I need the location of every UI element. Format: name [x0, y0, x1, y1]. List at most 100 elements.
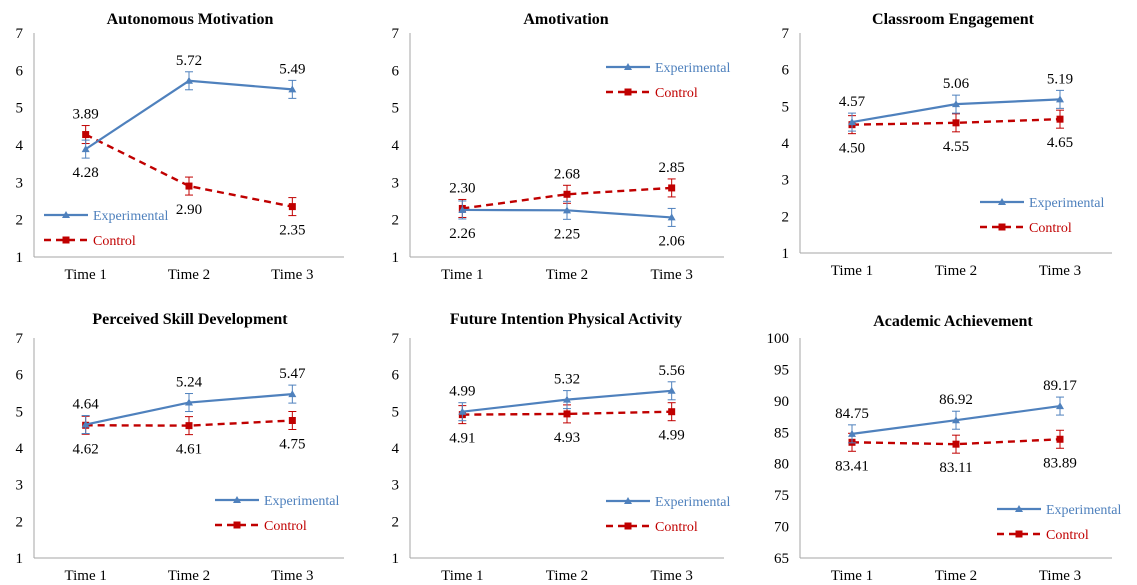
chart-panel: Autonomous Motivation 1 2 3 4 5 6 7 Time 1 Time 2… — [16, 11, 344, 283]
legend-experimental-marker — [998, 198, 1006, 205]
x-tick-label: Time 3 — [650, 568, 692, 584]
legend-experimental-marker — [624, 63, 632, 70]
x-tick-label: Time 3 — [1039, 263, 1081, 279]
chart-panel: Classroom Engagement 1 2 3 4 5 6 7 Time 1 Time 2 T… — [782, 11, 1112, 279]
y-tick-label: 5 — [392, 101, 400, 117]
data-label: 4.61 — [176, 442, 202, 458]
y-tick-label: 3 — [392, 478, 400, 494]
data-label: 83.89 — [1043, 455, 1077, 471]
experimental-point — [185, 76, 193, 84]
y-tick-label: 7 — [392, 26, 400, 42]
y-tick-label: 5 — [16, 101, 24, 117]
control-point — [563, 410, 571, 418]
chart-title: Autonomous Motivation — [107, 11, 274, 28]
data-label: 5.19 — [1047, 71, 1073, 87]
legend-experimental-label: Experimental — [93, 209, 169, 224]
x-tick-label: Time 1 — [831, 263, 873, 279]
experimental-point — [288, 85, 297, 93]
control-series-line — [851, 117, 1061, 126]
experimental-point — [952, 416, 960, 424]
control-point — [288, 417, 296, 424]
y-tick-label: 3 — [392, 175, 400, 191]
control-point — [668, 408, 676, 416]
control-point — [185, 422, 193, 430]
data-label: 4.57 — [839, 94, 866, 110]
data-label: 4.65 — [1047, 135, 1073, 151]
x-tick-label: Time 1 — [64, 267, 106, 283]
legend-control-label: Control — [1046, 528, 1089, 543]
y-tick-label: 1 — [16, 250, 24, 266]
experimental-point — [952, 100, 960, 108]
data-label: 2.26 — [449, 226, 476, 242]
legend-experimental-marker — [62, 211, 70, 218]
data-label: 5.47 — [279, 366, 306, 382]
legend-experimental-label: Experimental — [655, 495, 731, 510]
x-tick-label: Time 3 — [271, 568, 313, 584]
legend-control-label: Control — [264, 519, 307, 534]
chart-panel: Future Intention Physical Activity 1 2 3 4 5 6… — [392, 311, 731, 584]
data-label: 3.89 — [73, 107, 99, 123]
data-label: 2.35 — [279, 223, 305, 239]
y-tick-label: 2 — [16, 213, 24, 229]
control-point — [1056, 115, 1064, 123]
y-tick-label: 2 — [16, 514, 24, 530]
chart-panel: Perceived Skill Development 1 2 3 4 5 6 7 Time 1… — [16, 311, 344, 584]
experimental-point — [563, 395, 571, 403]
control-point — [668, 184, 676, 192]
data-label: 4.91 — [449, 431, 475, 447]
y-tick-label: 65 — [774, 551, 789, 567]
data-label: 2.68 — [554, 166, 580, 182]
data-label: 84.75 — [835, 406, 869, 422]
experimental-point — [667, 386, 676, 394]
y-tick-label: 4 — [782, 136, 790, 152]
experimental-point — [667, 213, 676, 221]
data-label: 4.75 — [279, 437, 305, 453]
legend-control-marker — [998, 223, 1006, 231]
data-label: 4.28 — [73, 165, 99, 181]
control-series-line — [85, 419, 293, 427]
y-tick-label: 6 — [392, 63, 400, 79]
experimental-point — [1056, 402, 1064, 410]
x-tick-label: Time 2 — [546, 267, 588, 283]
data-label: 83.11 — [939, 460, 972, 476]
data-label: 5.32 — [554, 372, 580, 388]
legend-experimental-marker — [233, 496, 241, 503]
y-tick-label: 4 — [392, 441, 400, 457]
y-tick-label: 4 — [392, 138, 400, 154]
control-series-line — [85, 133, 293, 208]
y-tick-label: 6 — [16, 368, 24, 384]
legend-experimental-label: Experimental — [264, 494, 340, 509]
data-label: 2.85 — [659, 160, 685, 176]
experimental-point — [848, 429, 856, 437]
x-tick-label: Time 3 — [1039, 568, 1081, 584]
y-tick-label: 1 — [16, 551, 24, 567]
y-tick-label: 5 — [782, 99, 790, 115]
chart-title: Academic Achievement — [873, 313, 1033, 330]
data-label: 4.64 — [73, 397, 100, 413]
control-point — [82, 131, 90, 139]
legend-control-label: Control — [655, 86, 698, 101]
y-tick-label: 4 — [16, 138, 24, 154]
y-tick-label: 7 — [16, 331, 24, 347]
data-label: 4.99 — [659, 428, 685, 444]
experimental-point — [848, 118, 856, 126]
y-tick-label: 3 — [16, 478, 24, 494]
y-tick-label: 6 — [782, 63, 790, 79]
control-point — [952, 440, 960, 448]
data-label: 4.62 — [73, 441, 99, 457]
data-label: 86.92 — [939, 392, 973, 408]
chart-title: Future Intention Physical Activity — [450, 311, 682, 328]
chart-title: Classroom Engagement — [872, 11, 1035, 28]
data-label: 83.41 — [835, 458, 869, 474]
x-tick-label: Time 2 — [168, 267, 210, 283]
y-tick-label: 7 — [392, 331, 400, 347]
y-tick-label: 2 — [392, 213, 400, 229]
data-label: 89.17 — [1043, 378, 1077, 394]
y-tick-label: 6 — [392, 368, 400, 384]
chart-title: Amotivation — [523, 11, 608, 28]
experimental-point — [458, 205, 467, 213]
data-label: 4.50 — [839, 141, 865, 157]
y-tick-label: 1 — [392, 250, 400, 266]
data-label: 5.49 — [279, 61, 305, 77]
control-point — [1056, 435, 1064, 443]
